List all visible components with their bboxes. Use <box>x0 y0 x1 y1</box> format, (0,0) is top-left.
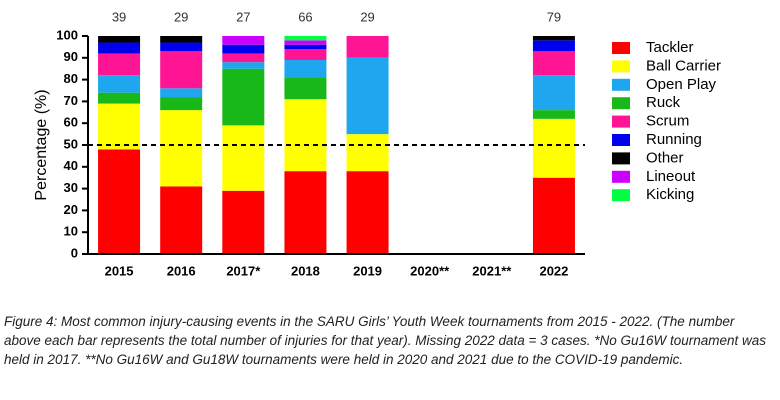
bar-segment <box>532 51 575 76</box>
bar-segment <box>532 110 575 119</box>
bar-segment <box>160 186 203 254</box>
bar-segment <box>284 171 327 254</box>
legend-label: Other <box>646 149 684 166</box>
x-tick-label: 2015 <box>105 263 134 278</box>
bar-total: 66 <box>298 9 312 24</box>
bar-total: 29 <box>360 9 374 24</box>
legend-label: Tackler <box>646 39 694 56</box>
bar-segment <box>222 68 265 126</box>
bar-segment <box>284 99 327 172</box>
legend-swatch <box>612 189 630 202</box>
bar-segment <box>160 97 203 111</box>
y-tick-label: 80 <box>64 71 78 86</box>
bar-segment <box>284 44 327 50</box>
bar-segment <box>98 42 141 54</box>
bar-segment <box>532 75 575 111</box>
bar-segment <box>98 75 141 93</box>
y-tick-label: 50 <box>64 136 78 151</box>
x-tick-label: 2018 <box>291 263 320 278</box>
bar-segment <box>160 110 203 187</box>
bar-segment <box>98 149 141 254</box>
legend-swatch <box>612 60 630 73</box>
bar-segment <box>98 53 141 76</box>
legend-swatch <box>612 42 630 54</box>
y-tick-label: 20 <box>64 202 78 217</box>
bar-segment <box>532 177 575 254</box>
legend-swatch <box>612 134 630 146</box>
caption: Figure 4: Most common injury-causing eve… <box>4 314 767 367</box>
legend-swatch <box>612 78 630 91</box>
bar-segment <box>222 190 265 254</box>
legend-label: Scrum <box>646 113 689 130</box>
bar-segment <box>160 42 203 52</box>
bar-segment <box>284 77 327 100</box>
legend-swatch <box>612 97 630 110</box>
bar-segment <box>98 36 141 43</box>
y-tick-label: 100 <box>56 27 78 42</box>
x-tick-label: 2019 <box>353 263 382 278</box>
legend-label: Ruck <box>646 94 681 111</box>
bar-segment <box>346 171 389 254</box>
bar-segment <box>222 44 265 54</box>
bar-segment <box>222 53 265 63</box>
bar-segment <box>532 40 575 52</box>
legend-swatch <box>612 115 630 128</box>
bar-total: 27 <box>236 9 250 24</box>
y-tick-label: 40 <box>64 158 78 173</box>
bar-segment <box>346 57 389 135</box>
bar-segment <box>98 103 141 150</box>
y-tick-label: 60 <box>64 115 78 130</box>
bar-segment <box>222 36 265 45</box>
bar-total: 79 <box>547 9 561 24</box>
y-axis-label: Percentage (%) <box>33 89 50 200</box>
bar-total: 29 <box>174 9 188 24</box>
legend-label: Running <box>646 131 702 148</box>
bar-segment <box>532 36 575 41</box>
x-tick-label: 2021** <box>472 263 512 278</box>
bar-segment <box>160 51 203 89</box>
bar-segment <box>160 88 203 98</box>
x-tick-label: 2022 <box>539 263 568 278</box>
bar-segment <box>284 59 327 78</box>
bar-total: 39 <box>112 9 126 24</box>
bar-segment <box>222 125 265 191</box>
bar-segment <box>98 92 141 104</box>
y-tick-label: 10 <box>64 224 78 239</box>
bar-segment <box>222 62 265 69</box>
y-tick-label: 0 <box>71 245 78 260</box>
legend-label: Open Play <box>646 76 717 93</box>
bar-segment <box>532 118 575 178</box>
x-tick-label: 2020** <box>410 263 450 278</box>
legend-label: Kicking <box>646 186 694 203</box>
x-tick-label: 2016 <box>167 263 196 278</box>
legend-label: Lineout <box>646 168 696 185</box>
y-tick-label: 70 <box>64 93 78 108</box>
bar-segment <box>160 36 203 43</box>
y-tick-label: 30 <box>64 180 78 195</box>
bar-segment <box>284 36 327 41</box>
bar-segment <box>346 134 389 172</box>
bar-segment <box>346 36 389 58</box>
chart: Percentage (%) 0 10 20 30 40 50 60 70 80 90 100 39 2… <box>33 9 721 278</box>
legend-swatch <box>612 170 630 183</box>
y-tick-label: 90 <box>64 49 78 64</box>
bar-segment <box>284 40 327 45</box>
legend-label: Ball Carrier <box>646 57 721 74</box>
bar-segment <box>284 49 327 60</box>
x-tick-label: 2017* <box>226 263 261 278</box>
legend-swatch <box>612 152 630 165</box>
